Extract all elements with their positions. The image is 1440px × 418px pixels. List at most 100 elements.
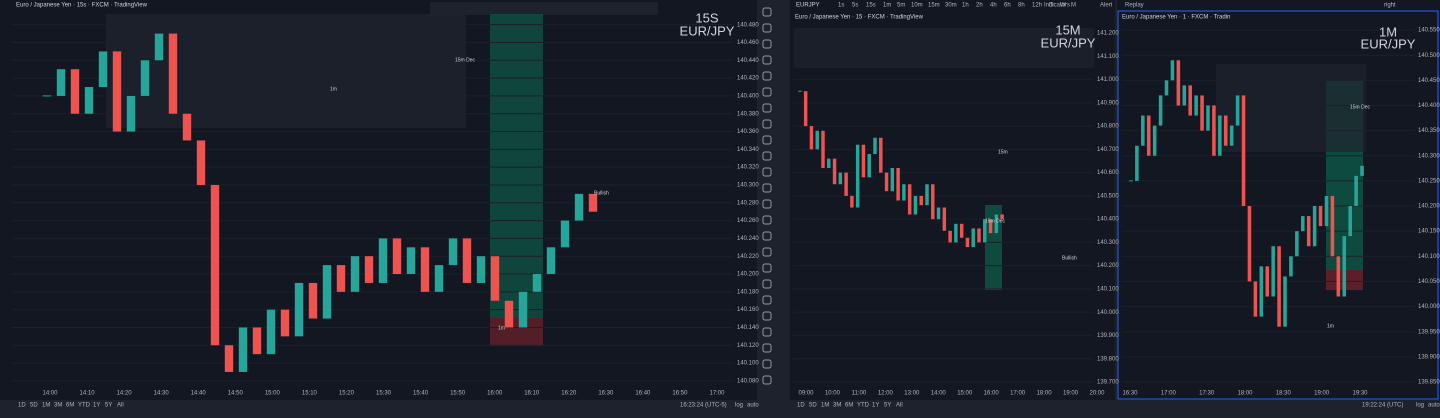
tool-icon[interactable]	[762, 343, 772, 353]
range-button[interactable]: YTD	[78, 403, 91, 409]
candle	[1229, 125, 1234, 146]
range-button[interactable]: 3M	[54, 403, 62, 409]
range-button[interactable]: 1Y	[93, 403, 100, 409]
tool-icon[interactable]	[762, 183, 772, 193]
interval-label: 1M	[1379, 24, 1397, 39]
time-tick-label: 16:10	[524, 391, 540, 397]
interval-button[interactable]: 12h	[1032, 3, 1042, 9]
price-tick-label: 140.160	[737, 307, 759, 313]
candle	[861, 144, 866, 178]
tool-icon[interactable]	[762, 151, 772, 161]
candle	[168, 33, 178, 114]
replay-button[interactable]: Replay	[1125, 3, 1144, 9]
layout-name[interactable]: right	[1384, 3, 1396, 9]
time-tick-label: 15:00	[265, 391, 281, 397]
auto-toggle[interactable]: auto	[1428, 403, 1440, 409]
candle	[532, 274, 542, 292]
range-button[interactable]: 5D	[30, 403, 38, 409]
tool-icon[interactable]	[762, 215, 772, 225]
candle	[879, 137, 883, 173]
tool-icon[interactable]	[762, 231, 772, 241]
candle	[803, 91, 808, 127]
tool-icon[interactable]	[762, 327, 772, 337]
range-button[interactable]: 1Y	[872, 403, 879, 409]
tool-icon[interactable]	[762, 199, 772, 209]
tool-icon[interactable]	[762, 55, 772, 65]
range-button[interactable]: All	[896, 403, 903, 409]
clock: 16:23:24 (UTC-5)	[680, 403, 727, 409]
indicators-button[interactable]: Indicators	[1044, 3, 1070, 9]
tool-icon[interactable]	[762, 263, 772, 273]
range-button[interactable]: YTD	[857, 403, 870, 409]
range-button[interactable]: 6M	[845, 403, 853, 409]
interval-button[interactable]: 15m	[928, 3, 940, 9]
range-button[interactable]: 5Y	[105, 403, 112, 409]
zone	[794, 28, 1094, 68]
range-button[interactable]: All	[117, 403, 124, 409]
range-button[interactable]: 1M	[42, 403, 50, 409]
range-button[interactable]: 5Y	[884, 403, 891, 409]
tool-icon[interactable]	[762, 295, 772, 305]
price-tick-label: 140.200	[1097, 263, 1119, 269]
interval-button[interactable]: 1s	[838, 3, 844, 9]
tool-icons[interactable]	[762, 7, 772, 385]
range-button[interactable]: 5D	[809, 403, 817, 409]
interval-button[interactable]: 4h	[990, 3, 997, 9]
candle	[850, 195, 854, 208]
price-tick-label: 140.000	[1418, 304, 1440, 310]
interval-button[interactable]: 15s	[866, 3, 876, 9]
tool-icon[interactable]	[762, 39, 772, 49]
auto-toggle[interactable]: auto	[747, 403, 759, 409]
range-button[interactable]: 1D	[797, 403, 805, 409]
candle	[1259, 266, 1264, 317]
candle	[1164, 80, 1169, 96]
range-button[interactable]: 1M	[821, 403, 829, 409]
tool-icon[interactable]	[762, 23, 772, 33]
symbol-search[interactable]: EURJPY	[796, 3, 820, 9]
interval-button[interactable]: M	[1071, 3, 1076, 9]
candle	[1277, 246, 1281, 327]
alert-button[interactable]: Alert	[1100, 3, 1113, 9]
candle	[406, 247, 416, 275]
tool-icon[interactable]	[762, 7, 772, 17]
interval-button[interactable]: 8h	[1018, 3, 1025, 9]
interval-button[interactable]: 10m	[911, 3, 923, 9]
tool-icon[interactable]	[762, 87, 772, 97]
zone	[1216, 64, 1366, 152]
tool-icon[interactable]	[762, 311, 772, 321]
interval-button[interactable]: W	[1060, 3, 1066, 9]
candle	[588, 193, 598, 212]
tool-icon[interactable]	[762, 103, 772, 113]
tool-icon[interactable]	[762, 279, 772, 289]
range-button[interactable]: 3M	[833, 403, 841, 409]
range-button[interactable]: 6M	[66, 403, 74, 409]
tool-icon[interactable]	[762, 167, 772, 177]
candle	[70, 69, 80, 114]
drawing-bar[interactable]	[430, 2, 658, 15]
interval-button[interactable]: 30m	[945, 3, 957, 9]
log-toggle[interactable]: log	[735, 403, 743, 409]
candle	[238, 327, 248, 372]
tool-icon[interactable]	[762, 375, 772, 385]
interval-button[interactable]: 1h	[962, 3, 969, 9]
candle	[350, 256, 360, 292]
interval-button[interactable]: 6h	[1004, 3, 1011, 9]
interval-button[interactable]: 5m	[897, 3, 905, 9]
tool-icon[interactable]	[762, 71, 772, 81]
interval-button[interactable]: 1m	[883, 3, 891, 9]
candle	[832, 158, 837, 185]
tool-icon[interactable]	[762, 135, 772, 145]
interval-button[interactable]: 2h	[976, 3, 983, 9]
time-tick-label: 19:00	[1063, 391, 1079, 397]
interval-button[interactable]: 5s	[852, 3, 858, 9]
candle	[518, 291, 528, 328]
tool-icon[interactable]	[762, 247, 772, 257]
left-toolbar	[0, 0, 10, 390]
price-tick-label: 140.240	[737, 236, 759, 242]
price-tick-label: 140.400	[737, 94, 759, 100]
range-button[interactable]: 1D	[18, 403, 26, 409]
tool-icon[interactable]	[762, 359, 772, 369]
tool-icon[interactable]	[762, 119, 772, 129]
interval-button[interactable]: D	[1049, 3, 1054, 9]
log-toggle[interactable]: log	[1416, 403, 1424, 409]
